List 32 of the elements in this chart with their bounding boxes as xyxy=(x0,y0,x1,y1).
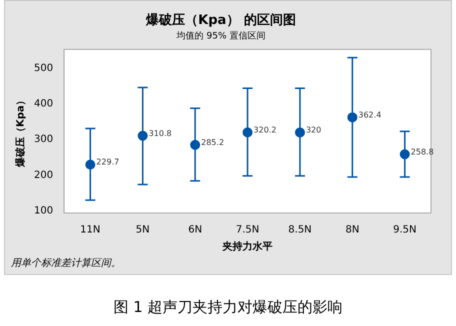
data-label: 258.8 xyxy=(410,147,434,156)
x-tick-label: 6N xyxy=(188,224,202,236)
x-tick-label: 5N xyxy=(136,224,150,236)
x-tick-label: 8N xyxy=(345,224,360,236)
data-label: 362.4 xyxy=(358,110,382,120)
data-label: 285.2 xyxy=(201,138,224,147)
data-label: 320 xyxy=(306,126,322,135)
text: 用单个标准差计算区间。 xyxy=(11,256,121,270)
y-tick-label: 200 xyxy=(34,170,54,181)
data-label: 320.2 xyxy=(254,125,276,134)
x-tick-label: 7.5N xyxy=(236,224,260,236)
point xyxy=(190,140,200,150)
chart-subtitle: 均值的 95% 置信区间 xyxy=(176,30,266,42)
point xyxy=(85,160,96,170)
y-tick-label: 100 xyxy=(34,205,54,216)
x-tick-label: 9.5N xyxy=(393,224,416,236)
point xyxy=(347,112,358,122)
y-tick-label: 300 xyxy=(34,134,54,146)
x-tick-label: 11N xyxy=(80,224,100,236)
point xyxy=(242,127,253,138)
data-label: 310.8 xyxy=(148,128,172,138)
y-tick-label: 500 xyxy=(34,62,54,74)
data-label: 229.7 xyxy=(96,158,120,167)
chart-title: 爆破压（Kpa） 的区间图 xyxy=(145,13,296,28)
x-tick-label: 8.5N xyxy=(288,224,312,236)
y-tick-label: 400 xyxy=(34,98,54,110)
caption: 图 1 超声刀夹持力对爆破压的影响 xyxy=(112,298,344,317)
point xyxy=(138,130,148,141)
point xyxy=(294,127,305,138)
y-axis-title: 爆破压（Kpa） xyxy=(14,95,27,168)
x-axis-title: 夹持力水平 xyxy=(222,240,273,253)
point xyxy=(400,149,410,160)
